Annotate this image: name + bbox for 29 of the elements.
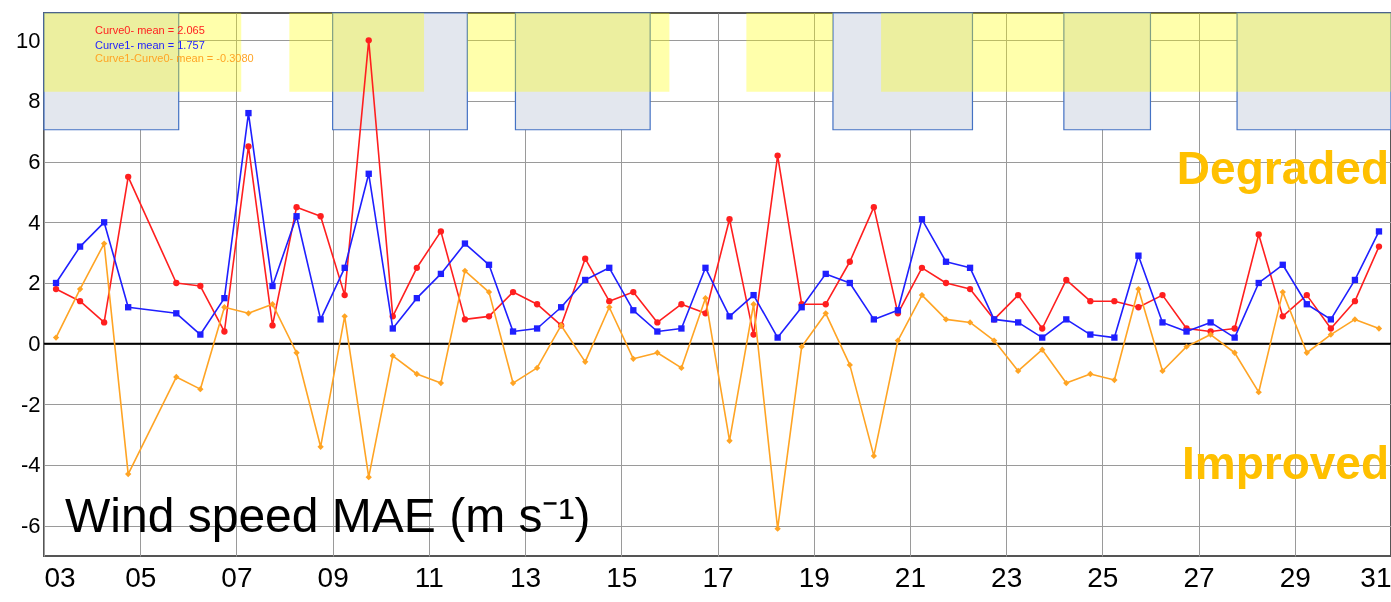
- x-tick-label: 09: [317, 561, 349, 593]
- y-tick-label: 4: [28, 209, 41, 235]
- x-tick-label: 17: [702, 561, 734, 593]
- x-tick-label: 31: [1360, 561, 1391, 593]
- x-tick-label: 23: [991, 561, 1023, 593]
- x-tick-label: 21: [894, 561, 927, 593]
- y-tick-label: 8: [28, 88, 41, 114]
- y-tick-label: -4: [20, 452, 41, 478]
- annotation: Curve0- mean = 2.065: [95, 24, 205, 36]
- x-tick-label: 11: [414, 561, 444, 593]
- x-tick-label: 29: [1279, 561, 1311, 593]
- annotation: Curve1- mean = 1.757: [95, 39, 205, 51]
- y-tick-label: 0: [28, 331, 41, 357]
- x-tick-label: 03: [44, 561, 76, 593]
- annotation: Degraded: [1176, 142, 1389, 194]
- x-tick-label: 15: [606, 561, 638, 593]
- x-tick-label: 13: [509, 561, 542, 593]
- x-tick-label: 25: [1087, 561, 1119, 593]
- annotation: Improved: [1181, 437, 1389, 489]
- x-tick-label: 07: [221, 561, 253, 593]
- y-tick-label: 2: [28, 270, 41, 296]
- x-tick-label: 19: [798, 561, 830, 593]
- y-tick-label: 6: [28, 149, 41, 175]
- y-tick-label: 10: [16, 27, 41, 53]
- x-tick-label: 27: [1183, 561, 1215, 593]
- x-tick-label: 05: [125, 561, 157, 593]
- annotation: Wind speed MAE (m s⁻¹): [65, 489, 591, 542]
- y-tick-label: -2: [20, 391, 41, 417]
- y-tick-label: -6: [20, 513, 41, 539]
